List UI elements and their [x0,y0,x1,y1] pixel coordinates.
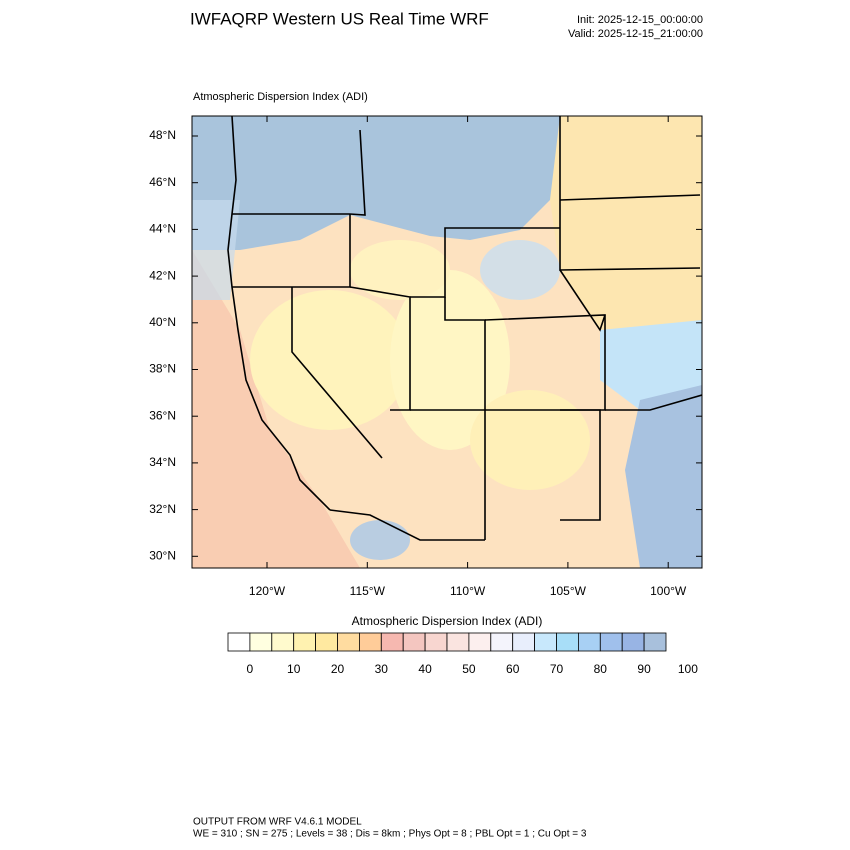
colorbar-label: 30 [375,662,389,676]
map-field [192,116,702,568]
footer-line: WE = 310 ; SN = 275 ; Levels = 38 ; Dis … [193,829,587,840]
colorbar-box [468,632,492,652]
colorbar-box [227,632,251,652]
colorbar-label: 20 [331,662,345,676]
colorbar-box [643,632,667,652]
colorbar-box [621,632,645,652]
colorbar-label: 80 [594,662,608,676]
title: IWFAQRP Western US Real Time WRF [190,9,489,28]
lat-label: 38°N [149,362,176,376]
colorbar-box [534,632,557,652]
colorbar-label: 90 [637,662,651,676]
lat-label: 48°N [149,128,176,142]
colorbar-label: 100 [678,662,698,676]
map-frame [191,115,703,569]
colorbar-box [358,632,382,652]
colorbar-label: 0 [247,662,254,676]
colorbar-box [249,632,273,652]
colorbar-box [599,632,623,652]
lat-label: 44°N [149,222,176,236]
colorbar-box [490,632,514,652]
valid-time: Valid: 2025-12-15_21:00:00 [568,28,703,40]
colorbar-label: 50 [462,662,476,676]
colorbar-label: 60 [506,662,520,676]
colorbar-box [402,632,426,652]
lat-label: 46°N [149,175,176,189]
colorbar-box [512,632,536,652]
map-subtitle: Atmospheric Dispersion Index (ADI) [193,91,368,103]
colorbar-box [271,632,295,652]
lon-label: 110°W [450,584,486,598]
lat-label: 36°N [149,408,176,422]
lat-label: 30°N [149,548,176,562]
lon-label: 120°W [249,584,286,598]
colorbar-box [578,632,601,652]
colorbar-box [556,632,579,652]
colorbar-box [424,632,448,652]
colorbar-box [446,632,470,652]
lon-label: 100°W [650,584,687,598]
colorbar-title: Atmospheric Dispersion Index (ADI) [352,614,543,628]
lat-label: 42°N [149,268,176,282]
footer-line: OUTPUT FROM WRF V4.6.1 MODEL [193,817,362,828]
colorbar-box [337,632,360,652]
colorbar-box [293,632,317,652]
colorbar-label: 70 [550,662,564,676]
lon-label: 105°W [550,584,587,598]
colorbar-box [315,632,338,652]
colorbar-label: 10 [287,662,301,676]
colorbar-box [380,632,404,652]
init-time: Init: 2025-12-15_00:00:00 [577,14,703,26]
colorbar-label: 40 [418,662,432,676]
lat-label: 40°N [149,315,176,329]
lat-label: 32°N [149,502,176,516]
lon-label: 115°W [350,584,386,598]
lat-label: 34°N [149,455,176,469]
